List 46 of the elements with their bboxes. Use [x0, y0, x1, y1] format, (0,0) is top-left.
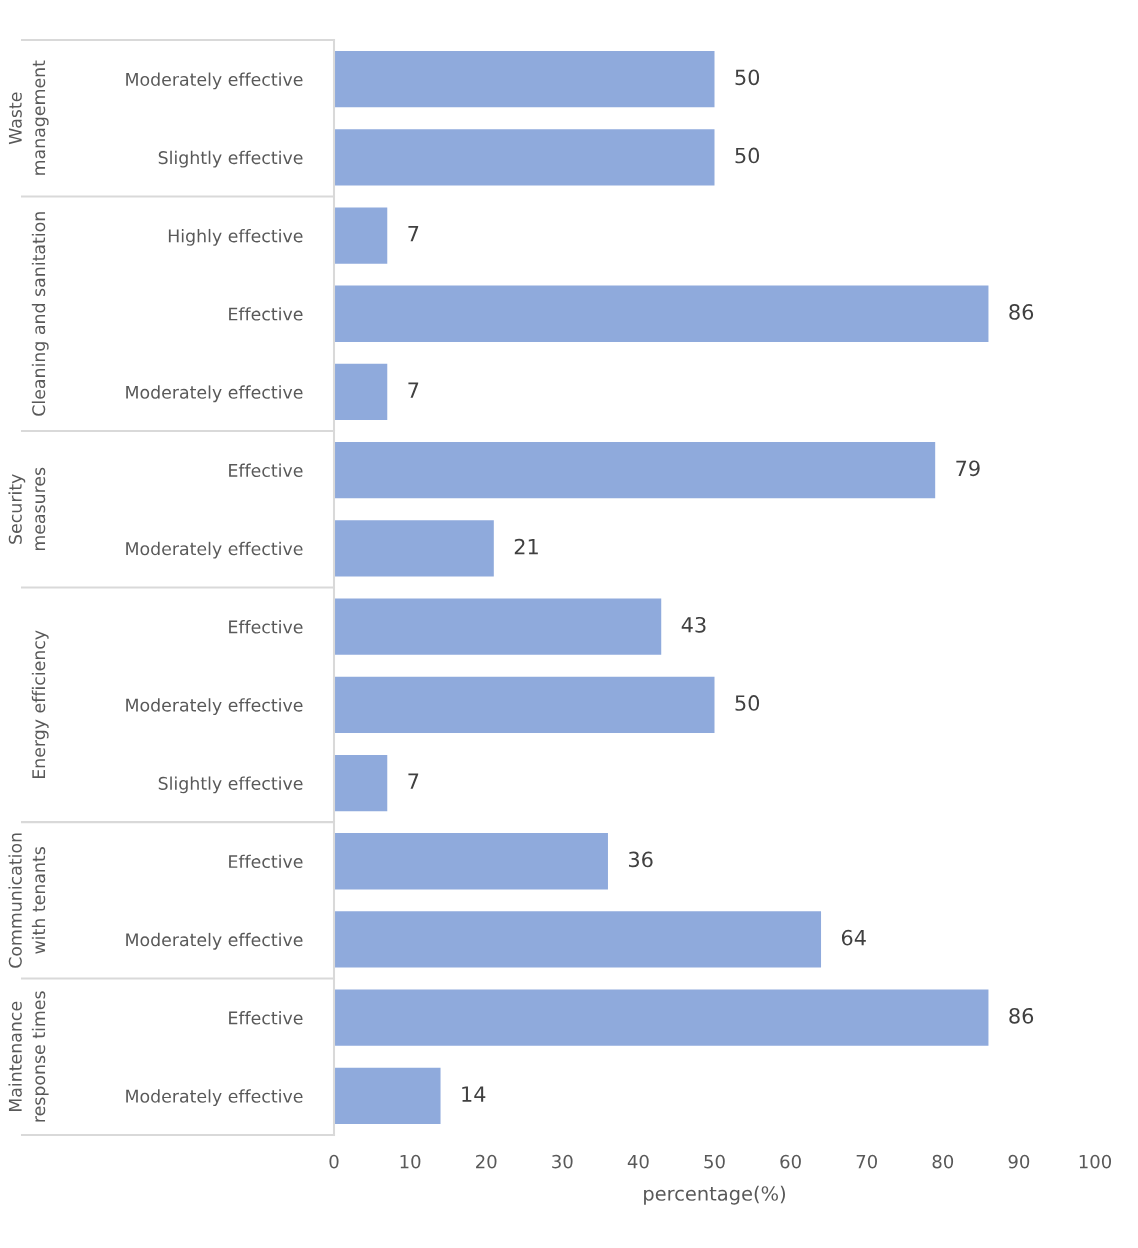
y-tick-label: Effective [229, 463, 303, 478]
x-tick-label: 100 [1079, 1154, 1112, 1169]
y-axis-title: Security measures [8, 467, 46, 551]
x-tick-label: 80 [932, 1154, 954, 1169]
y-tick-label: Moderately effective [126, 932, 303, 950]
x-tick-label: 60 [780, 1154, 801, 1169]
data-label: 86 [1009, 1007, 1034, 1024]
data-label: 7 [408, 773, 419, 789]
x-tick-label: 40 [627, 1154, 649, 1169]
y-axis-title: Communication with tenants [8, 833, 46, 968]
x-tick-label: 50 [704, 1154, 725, 1169]
data-label: 50 [735, 69, 760, 86]
data-label: 50 [735, 695, 760, 711]
y-tick-label: Effective [229, 1011, 303, 1025]
y-tick-label: Moderately effective [126, 1089, 303, 1107]
y-tick-label: Moderately effective [126, 541, 303, 559]
data-label: 7 [408, 382, 419, 398]
y-axis-title: Cleaning and sanitation [31, 212, 49, 416]
y-tick-label: Moderately effective [126, 72, 303, 90]
data-label: 14 [462, 1086, 486, 1102]
y-tick-label: Effective [229, 854, 303, 869]
x-tick-label: 30 [552, 1154, 573, 1169]
data-label: 36 [628, 851, 653, 868]
y-tick-label: Effective [229, 307, 303, 321]
x-tick-label: 90 [1008, 1154, 1030, 1169]
y-tick-label: Highly effective [168, 228, 303, 246]
y-tick-label: Slightly effective [158, 150, 303, 168]
data-label: 43 [681, 616, 706, 633]
data-label: 7 [408, 226, 419, 242]
y-axis-title: Energy efficiency [31, 630, 49, 779]
data-label: 86 [1009, 304, 1034, 320]
y-tick-label: Slightly effective [158, 776, 303, 794]
y-tick-label: Effective [229, 620, 303, 634]
x-tick-label: 20 [476, 1154, 497, 1169]
y-tick-label: Moderately effective [126, 698, 303, 716]
data-label: 21 [514, 538, 538, 555]
y-axis-title: Waste management [8, 60, 49, 175]
x-tick-label: 10 [400, 1154, 421, 1169]
x-axis-title: percentage(%) [644, 1185, 785, 1205]
data-label: 79 [956, 460, 980, 477]
y-axis-title: Maintenance response times [8, 991, 49, 1122]
data-label: 50 [735, 147, 760, 164]
data-label: 64 [841, 929, 866, 946]
x-tick-label: 70 [856, 1154, 877, 1169]
y-tick-label: Moderately effective [126, 385, 303, 403]
x-tick-label: 0 [329, 1154, 339, 1169]
